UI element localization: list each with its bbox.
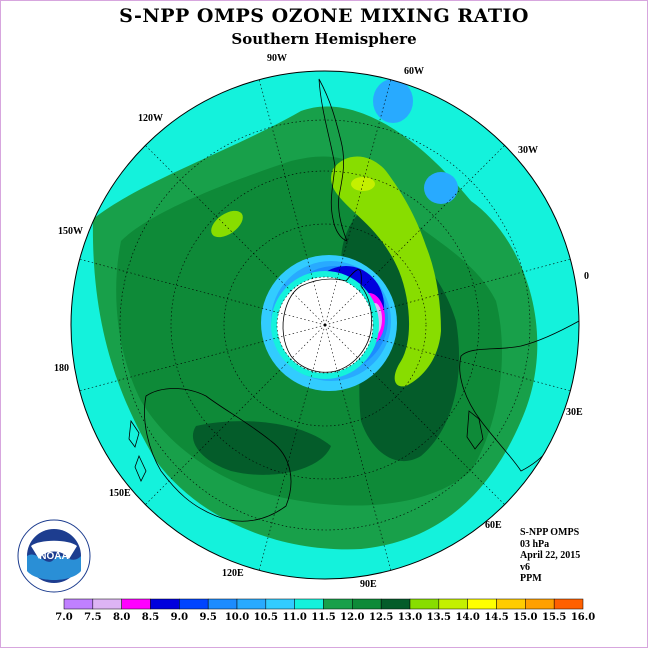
lon-label-30w: 30W (518, 145, 538, 156)
lon-label-120w: 120W (138, 113, 163, 124)
colorbar-label: 10.0 (225, 612, 249, 623)
colorbar-label: 14.5 (484, 612, 508, 623)
africa-coastline (459, 320, 579, 472)
info-instrument: S-NPP OMPS (520, 527, 580, 538)
colorbar-swatch (323, 598, 353, 610)
colorbar-swatch (553, 598, 584, 610)
colorbar-swatch (150, 598, 180, 610)
colorbar-swatch (265, 598, 295, 610)
colorbar-label: 13.0 (398, 612, 422, 623)
colorbar-label: 12.5 (369, 612, 393, 623)
noaa-logo: NOAA (17, 519, 91, 593)
logo-text: NOAA (39, 551, 68, 562)
contour-band-12-5-west (192, 421, 331, 475)
colorbar-swatch (294, 598, 324, 610)
colorbar-swatch (179, 598, 209, 610)
colorbar-label: 7.0 (55, 612, 72, 623)
colorbar-swatch (409, 598, 440, 610)
colorbar-label: 13.5 (427, 612, 451, 623)
lon-label-120e: 120E (222, 568, 244, 579)
madagascar-coastline (466, 410, 484, 450)
colorbar-label: 14.0 (455, 612, 479, 623)
low-spot-60w (373, 79, 413, 123)
lon-label-60e: 60E (485, 520, 502, 531)
colorbar-swatch (467, 598, 497, 610)
info-date: April 22, 2015 (520, 550, 581, 561)
colorbar-swatch (352, 598, 382, 610)
lon-label-150e: 150E (109, 488, 131, 499)
colorbar-label: 10.5 (254, 612, 278, 623)
new-zealand-coastline (128, 419, 147, 482)
colorbar-label: 16.0 (571, 612, 595, 623)
contour-spot-west (211, 210, 243, 238)
south-america-coastline (318, 78, 348, 242)
antarctica-coastline (282, 269, 372, 373)
colorbar-swatch (525, 598, 555, 610)
lon-label-0: 0 (584, 271, 589, 282)
map-title: S-NPP OMPS OZONE MIXING RATIO (119, 5, 529, 27)
colorbar-swatch (496, 598, 526, 610)
colorbar-label: 15.0 (513, 612, 537, 623)
colorbar-label: 9.5 (199, 612, 216, 623)
info-units: PPM (520, 573, 542, 584)
colorbar-swatch (207, 598, 238, 610)
colorbar-label: 15.5 (542, 612, 566, 623)
colorbar-label: 9.0 (171, 612, 188, 623)
lon-label-60w: 60W (404, 66, 424, 77)
globe-outline (70, 70, 580, 580)
colorbar-swatch (236, 598, 267, 610)
colorbar-labels: 7.0 7.5 8.0 8.5 9.0 9.5 10.0 10.5 11.0 11.5 12.0 12… (55, 612, 595, 623)
info-pressure-level: 03 hPa (520, 538, 550, 550)
lon-label-180: 180 (54, 363, 69, 374)
colorbar-swatch (438, 598, 468, 610)
lon-label-30e: 30E (566, 407, 583, 418)
colorbar-label: 12.0 (340, 612, 364, 623)
colorbar-swatch (121, 598, 151, 610)
lon-label-90e: 90E (360, 579, 377, 590)
product-info: S-NPP OMPS 03 hPa April 22, 2015 v6 PPM (520, 527, 580, 585)
low-spot-30w (424, 172, 458, 204)
info-version: v6 (520, 561, 530, 573)
lon-label-90w: 90W (267, 53, 287, 64)
map-subtitle: Southern Hemisphere (231, 30, 417, 48)
australia-coastline (144, 388, 292, 522)
colorbar-swatch (92, 598, 122, 610)
colorbar-label: 11.5 (311, 612, 335, 623)
colorbar-label: 7.5 (84, 612, 101, 623)
latitude-circles (119, 119, 531, 531)
colorbar-label: 11.0 (282, 612, 306, 623)
contour-band-13-0 (331, 156, 441, 387)
contour-band-13-5 (351, 177, 375, 191)
colorbar-label: 8.5 (142, 612, 159, 623)
colorbar-label: 8.0 (113, 612, 130, 623)
colorbar-swatch (380, 598, 411, 610)
south-pole-marker (323, 323, 327, 327)
lon-label-150w: 150W (58, 226, 83, 237)
colorbar-swatches (63, 598, 584, 610)
colorbar-swatch (63, 598, 94, 610)
